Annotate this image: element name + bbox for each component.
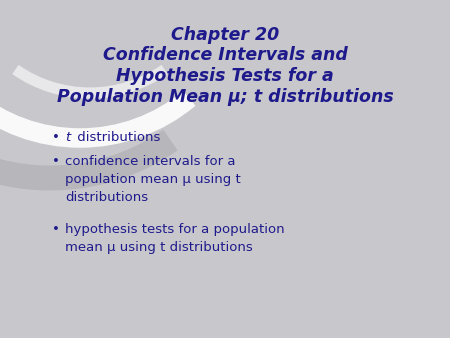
Text: •: •: [52, 155, 60, 168]
Text: Confidence Intervals and: Confidence Intervals and: [103, 46, 347, 64]
Text: •: •: [52, 131, 60, 144]
Text: t: t: [65, 131, 70, 144]
Text: •: •: [52, 223, 60, 236]
Text: mean μ using t distributions: mean μ using t distributions: [65, 241, 253, 254]
Text: Population Mean μ; t distributions: Population Mean μ; t distributions: [57, 88, 393, 106]
Text: confidence intervals for a: confidence intervals for a: [65, 155, 235, 168]
Text: hypothesis tests for a population: hypothesis tests for a population: [65, 223, 284, 236]
Text: Chapter 20: Chapter 20: [171, 26, 279, 44]
Text: distributions: distributions: [65, 191, 148, 204]
Text: population mean μ using t: population mean μ using t: [65, 173, 241, 186]
Text: Hypothesis Tests for a: Hypothesis Tests for a: [116, 67, 334, 85]
Text: distributions: distributions: [73, 131, 160, 144]
